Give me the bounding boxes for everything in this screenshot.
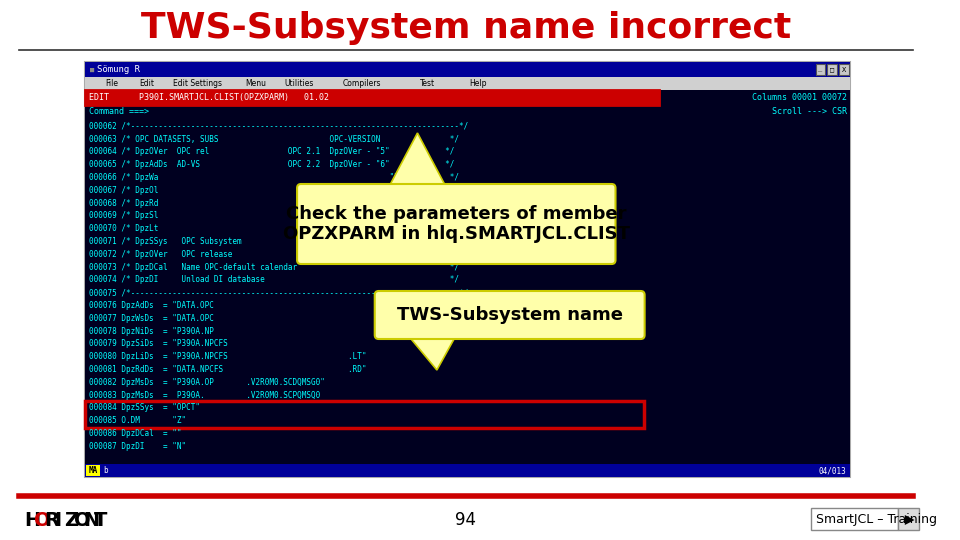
Text: 000068 /* DpzRd                                                               */: 000068 /* DpzRd */ bbox=[89, 199, 459, 208]
Text: 000083 DpzMsDs  =  P390A.         .V2R0M0.SCPQMSQ0: 000083 DpzMsDs = P390A. .V2R0M0.SCPQMSQ0 bbox=[89, 391, 450, 400]
FancyBboxPatch shape bbox=[839, 64, 849, 75]
Text: TWS-Subsystem name: TWS-Subsystem name bbox=[396, 306, 623, 324]
Text: b: b bbox=[103, 466, 108, 475]
Text: 000079 DpzSiDs  = "P390A.NPCFS: 000079 DpzSiDs = "P390A.NPCFS bbox=[89, 340, 450, 348]
FancyBboxPatch shape bbox=[85, 464, 851, 477]
Text: 000072 /* DpzOVer   OPC release                                               */: 000072 /* DpzOVer OPC release */ bbox=[89, 250, 459, 259]
Text: Z: Z bbox=[64, 510, 78, 530]
FancyBboxPatch shape bbox=[85, 62, 851, 77]
Text: Command ===>: Command ===> bbox=[89, 107, 150, 117]
Text: O: O bbox=[35, 510, 51, 530]
Text: 000078 DpzNiDs  = "P390A.NP: 000078 DpzNiDs = "P390A.NP bbox=[89, 327, 450, 336]
Text: 000080 DpzLiDs  = "P390A.NPCFS                          .LT": 000080 DpzLiDs = "P390A.NPCFS .LT" bbox=[89, 352, 450, 361]
Text: 000075 /*-----------------------------------------------------------------------: 000075 /*-------------------------------… bbox=[89, 288, 468, 298]
Text: X: X bbox=[842, 66, 846, 72]
Text: Edit: Edit bbox=[139, 79, 154, 88]
Text: 000069 /* DpzSl                                                               */: 000069 /* DpzSl */ bbox=[89, 212, 459, 220]
FancyBboxPatch shape bbox=[815, 64, 826, 75]
Text: 94: 94 bbox=[455, 511, 476, 529]
Text: 04/013: 04/013 bbox=[819, 466, 847, 475]
Text: MA: MA bbox=[88, 466, 98, 475]
Text: SmartJCL – Training: SmartJCL – Training bbox=[815, 514, 937, 526]
Text: 000087 DpzDI    = "N": 000087 DpzDI = "N" bbox=[89, 442, 450, 451]
Polygon shape bbox=[389, 133, 446, 188]
Text: _: _ bbox=[818, 66, 823, 72]
Text: 000074 /* DpzDI     Unload DI database                                        */: 000074 /* DpzDI Unload DI database */ bbox=[89, 275, 459, 285]
Text: 000070 /* DpzLt                                                               */: 000070 /* DpzLt */ bbox=[89, 224, 459, 233]
FancyBboxPatch shape bbox=[297, 184, 615, 264]
Text: 000065 /* DpzAdDs  AD-VS                   OPC 2.2  DpzOVer - "6"            */: 000065 /* DpzAdDs AD-VS OPC 2.2 DpzOVer … bbox=[89, 160, 455, 170]
Text: Menu: Menu bbox=[246, 79, 267, 88]
Text: Scroll ---> CSR: Scroll ---> CSR bbox=[772, 107, 847, 117]
Text: 000073 /* DpzDCal   Name OPC-default calendar                                 */: 000073 /* DpzDCal Name OPC-default calen… bbox=[89, 262, 459, 272]
Text: R: R bbox=[44, 510, 60, 530]
Text: 000081 DpzRdDs  = "DATA.NPCFS                           .RD": 000081 DpzRdDs = "DATA.NPCFS .RD" bbox=[89, 365, 450, 374]
FancyBboxPatch shape bbox=[374, 291, 644, 339]
FancyBboxPatch shape bbox=[85, 77, 851, 90]
Text: Compilers: Compilers bbox=[343, 79, 381, 88]
FancyBboxPatch shape bbox=[85, 90, 660, 105]
Text: ■: ■ bbox=[90, 66, 94, 72]
Text: 000071 /* DpzSSys   OPC Subsystem                                             */: 000071 /* DpzSSys OPC Subsystem */ bbox=[89, 237, 459, 246]
FancyBboxPatch shape bbox=[828, 64, 837, 75]
Text: File: File bbox=[105, 79, 118, 88]
FancyBboxPatch shape bbox=[86, 465, 100, 476]
Text: T: T bbox=[93, 510, 107, 530]
FancyBboxPatch shape bbox=[85, 90, 851, 477]
Text: EDIT      P390I.SMARTJCL.CLIST(OPZXPARM)   01.02: EDIT P390I.SMARTJCL.CLIST(OPZXPARM) 01.0… bbox=[89, 93, 329, 102]
Text: I: I bbox=[54, 510, 61, 530]
Text: Test: Test bbox=[420, 79, 436, 88]
Text: Edit Settings: Edit Settings bbox=[173, 79, 222, 88]
Text: 000084 DpzSSys  = "OPCT": 000084 DpzSSys = "OPCT" bbox=[89, 403, 450, 413]
Text: 000082 DpzMsDs  = "P390A.OP       .V2R0M0.SCDQMSG0": 000082 DpzMsDs = "P390A.OP .V2R0M0.SCDQM… bbox=[89, 378, 445, 387]
Text: Columns 00001 00072: Columns 00001 00072 bbox=[752, 93, 847, 102]
Text: TWS-Subsystem name incorrect: TWS-Subsystem name incorrect bbox=[141, 11, 791, 45]
Text: 000066 /* DpzWa                                                  "7"          */: 000066 /* DpzWa "7" */ bbox=[89, 173, 459, 182]
FancyBboxPatch shape bbox=[85, 62, 851, 477]
Text: 000076 DpzAdDs  = "DATA.OPC: 000076 DpzAdDs = "DATA.OPC bbox=[89, 301, 450, 310]
Text: O: O bbox=[74, 510, 90, 530]
Text: Help: Help bbox=[468, 79, 487, 88]
Polygon shape bbox=[408, 335, 456, 370]
Text: 000086 DpzDCal  = "": 000086 DpzDCal = "" bbox=[89, 429, 450, 438]
Text: Utilities: Utilities bbox=[284, 79, 314, 88]
Text: N: N bbox=[84, 510, 100, 530]
Text: Check the parameters of member
OPZXPARM in hlq.SMARTJCL.CLIST: Check the parameters of member OPZXPARM … bbox=[283, 205, 630, 244]
Text: □: □ bbox=[829, 66, 834, 72]
Text: 000085 O.DM       "Z": 000085 O.DM "Z" bbox=[89, 416, 450, 426]
Text: 000062 /*-----------------------------------------------------------------------: 000062 /*-------------------------------… bbox=[89, 122, 468, 131]
Text: Sömung R: Sömung R bbox=[97, 65, 140, 74]
Text: 000077 DpzWsDs  = "DATA.OPC: 000077 DpzWsDs = "DATA.OPC bbox=[89, 314, 450, 323]
Text: 000064 /* DpzOVer  OPC rel                 OPC 2.1  DpzOVer - "5"            */: 000064 /* DpzOVer OPC rel OPC 2.1 DpzOVe… bbox=[89, 147, 455, 157]
FancyBboxPatch shape bbox=[898, 508, 920, 530]
Text: 000067 /* DpzOl                                                  "8"          */: 000067 /* DpzOl "8" */ bbox=[89, 186, 459, 195]
Polygon shape bbox=[905, 515, 915, 525]
Text: H: H bbox=[24, 510, 40, 530]
Text: 000063 /* OPC DATASETS, SUBS                        OPC-VERSION               */: 000063 /* OPC DATASETS, SUBS OPC-VERSION… bbox=[89, 134, 459, 144]
